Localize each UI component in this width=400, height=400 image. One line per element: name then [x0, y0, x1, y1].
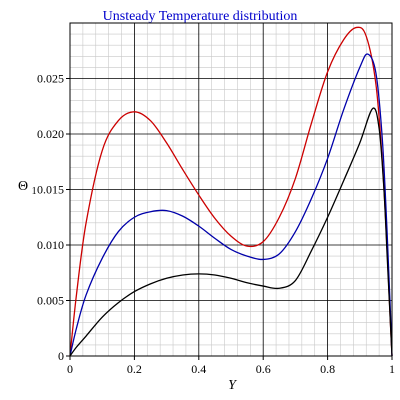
y-tick-label: 0.015 [37, 183, 64, 197]
y-tick-label: 0.010 [37, 238, 64, 252]
y-tick-label: 0.025 [37, 72, 64, 86]
x-tick-label: 0.2 [127, 362, 142, 376]
x-tick-label: 0.4 [191, 362, 206, 376]
x-axis-label: Y [228, 378, 238, 393]
y-axis-label: Θ 1 [18, 179, 37, 197]
series-layer [69, 26, 393, 357]
x-axis-ticks: 0 0.2 0.4 0.6 0.8 1 [67, 356, 395, 376]
series-line-1 [69, 26, 393, 357]
y-tick-label: 0.020 [37, 127, 64, 141]
y-axis-ticks: 0 0.005 0.010 0.015 0.020 0.025 [37, 72, 70, 363]
x-tick-label: 0 [67, 362, 73, 376]
y-tick-label: 0.005 [37, 294, 64, 308]
x-tick-label: 0.8 [320, 362, 335, 376]
x-tick-label: 1 [389, 362, 395, 376]
x-tick-label: 0.6 [256, 362, 271, 376]
y-axis-label-main: Θ [18, 179, 28, 194]
plot-frame [69, 22, 393, 357]
series-line-3 [69, 107, 393, 357]
chart-title: Unsteady Temperature distribution [103, 9, 298, 24]
series-line-2 [69, 53, 393, 357]
major-grid [69, 23, 393, 357]
y-axis-label-subscript: 1 [32, 186, 37, 197]
y-tick-label: 0 [58, 349, 64, 363]
